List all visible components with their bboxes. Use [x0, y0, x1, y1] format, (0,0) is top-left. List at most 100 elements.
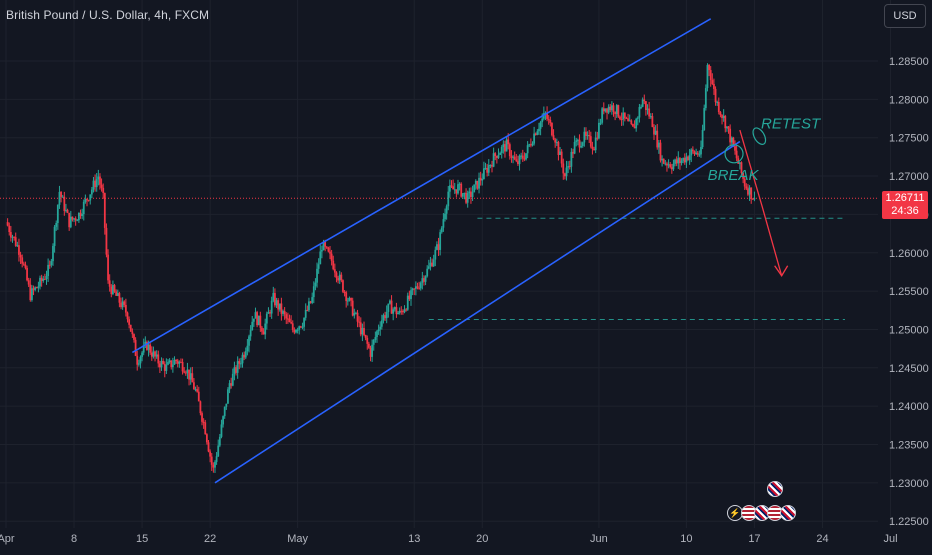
candle-body: [576, 139, 579, 141]
candle-body: [565, 167, 568, 177]
candle-body: [440, 227, 443, 233]
candle-body: [99, 176, 101, 185]
candle-body: [722, 115, 725, 119]
candle-body: [682, 158, 685, 161]
candle-body: [398, 310, 401, 313]
candle-body: [517, 161, 519, 165]
candle-body: [628, 120, 631, 122]
candle-body: [549, 119, 552, 123]
uk-flag-icon[interactable]: [767, 481, 783, 497]
candle-body: [633, 126, 636, 129]
candle-body: [350, 298, 352, 301]
candle-body: [513, 156, 516, 160]
y-tick-label: 1.28000: [889, 94, 929, 106]
candle-body: [110, 286, 113, 295]
candle-body: [314, 282, 317, 287]
candle-body: [157, 354, 160, 364]
candle-body: [168, 360, 171, 363]
candle-body: [748, 187, 751, 195]
candle-body: [14, 237, 17, 246]
uk-flag-icon[interactable]: [780, 505, 796, 521]
candle-body: [309, 301, 312, 303]
y-tick-label: 1.23500: [889, 440, 929, 452]
candle-body: [50, 261, 53, 266]
candle-body: [478, 177, 480, 189]
candle-body: [204, 422, 207, 435]
candle-body: [596, 137, 599, 139]
candle-body: [675, 159, 678, 164]
candle-body: [619, 116, 621, 119]
candle-body: [160, 360, 163, 368]
candle-body: [384, 315, 386, 319]
candle-body: [559, 151, 561, 155]
candle-body: [222, 416, 224, 425]
candle-body: [643, 99, 646, 102]
candle-body: [669, 164, 672, 168]
candle-body: [416, 286, 419, 288]
candle-body: [103, 193, 106, 228]
candle-body: [31, 288, 33, 301]
currency-button[interactable]: USD: [884, 4, 926, 28]
candle-body: [659, 142, 662, 161]
candle-body: [502, 144, 505, 148]
candle-body: [601, 108, 604, 123]
candle-body: [199, 401, 202, 414]
candle-body: [473, 184, 476, 193]
candle-body: [436, 244, 438, 250]
candle-body: [510, 156, 513, 158]
axes: 1.285001.280001.275001.270001.265001.260…: [0, 56, 929, 545]
candle-body: [448, 185, 451, 192]
candle-body: [152, 351, 155, 357]
candle-body: [108, 280, 111, 287]
candle-body: [521, 155, 524, 159]
candle-body: [533, 133, 536, 144]
candle-body: [392, 309, 395, 314]
candle-body: [610, 105, 613, 111]
flash-icon[interactable]: ⚡: [727, 505, 743, 521]
candle-body: [79, 212, 82, 217]
candle-body: [717, 101, 720, 113]
candle-body: [385, 311, 388, 319]
candle-body: [144, 341, 147, 346]
candle-body: [134, 339, 137, 356]
candle-body: [290, 322, 293, 324]
candle-body: [567, 166, 570, 168]
candle-body: [390, 300, 393, 314]
candle-body: [366, 337, 369, 344]
x-tick-label: Jun: [590, 533, 608, 545]
candle-body: [724, 115, 727, 129]
candle-body: [71, 216, 74, 220]
symbol-legend[interactable]: British Pound / U.S. Dollar, 4h, FXCM: [6, 8, 210, 22]
candle-body: [700, 147, 702, 155]
candle-body: [389, 300, 391, 304]
candle-body: [299, 326, 302, 328]
candle-body: [734, 146, 736, 151]
candle-body: [499, 152, 501, 155]
candle-body: [283, 310, 286, 315]
x-tick-label: Jul: [883, 533, 897, 545]
candle-body: [653, 127, 655, 135]
candle-body: [155, 354, 158, 357]
candle-body: [123, 301, 126, 305]
candle-body: [500, 147, 503, 153]
candle-body: [379, 326, 382, 330]
candle-body: [356, 312, 359, 322]
candle-body: [146, 341, 148, 350]
candle-body: [546, 112, 548, 119]
candle-body: [583, 131, 586, 143]
candle-body: [387, 303, 390, 312]
channel-lines[interactable]: [131, 18, 741, 484]
candle-body: [648, 108, 651, 117]
candle-body: [683, 158, 686, 163]
candle-body: [303, 317, 305, 327]
candle-body: [552, 135, 555, 140]
candle-body: [147, 344, 150, 350]
candle-body: [181, 361, 184, 372]
candle-body: [614, 111, 617, 115]
annotations[interactable]: RETEST BREAK: [708, 115, 822, 277]
candle-body: [9, 232, 12, 238]
candle-body: [274, 293, 276, 306]
candle-body: [225, 403, 228, 407]
